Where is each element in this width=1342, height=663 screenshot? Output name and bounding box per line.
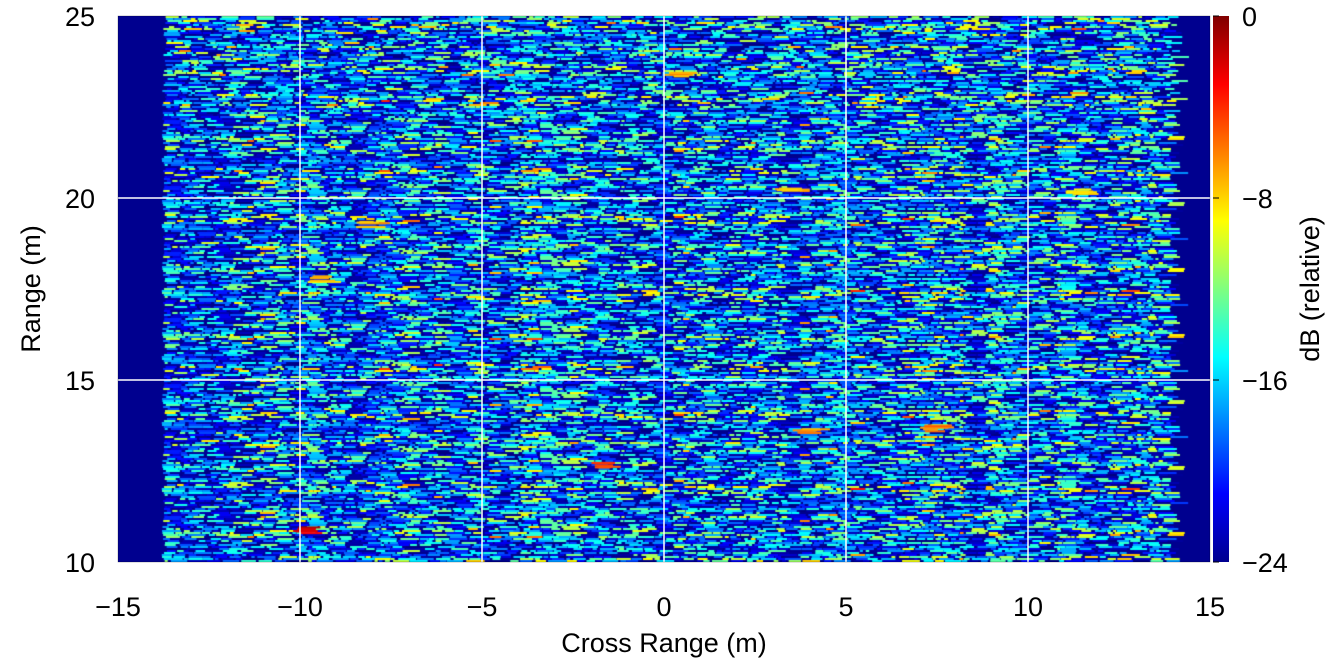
x-tick-label: 10 [1013,592,1043,622]
x-tick-label: 0 [656,592,671,622]
y-tick-label: 15 [65,366,95,396]
x-tick-label: −5 [467,592,498,622]
x-tick-label: −15 [95,592,141,622]
x-axis-ticks: −15 −10 −5 0 5 10 15 [95,592,1225,622]
colorbar-tick-label: 0 [1242,2,1257,32]
colorbar-tick-label: −24 [1242,548,1288,578]
colorbar-gradient [1213,16,1229,562]
x-tick-label: 15 [1195,592,1225,622]
y-axis-ticks: 10 15 20 25 [65,2,95,578]
y-tick-label: 25 [65,2,95,32]
colorbar-label: dB (relative) [1295,216,1325,362]
grid-lines [118,16,1210,562]
y-axis-label: Range (m) [16,225,46,353]
plot-frame [117,15,1211,563]
colorbar-tick-label: −16 [1242,366,1288,396]
colorbar-ticks: 0 −8 −16 −24 [1213,2,1288,578]
colorbar: 0 −8 −16 −24 dB (relative) [1213,2,1325,578]
y-tick-label: 20 [65,184,95,214]
colorbar-tick-label: −8 [1242,184,1273,214]
x-tick-label: 5 [838,592,853,622]
x-axis-label: Cross Range (m) [561,628,767,658]
x-tick-label: −10 [277,592,323,622]
y-tick-label: 10 [65,548,95,578]
